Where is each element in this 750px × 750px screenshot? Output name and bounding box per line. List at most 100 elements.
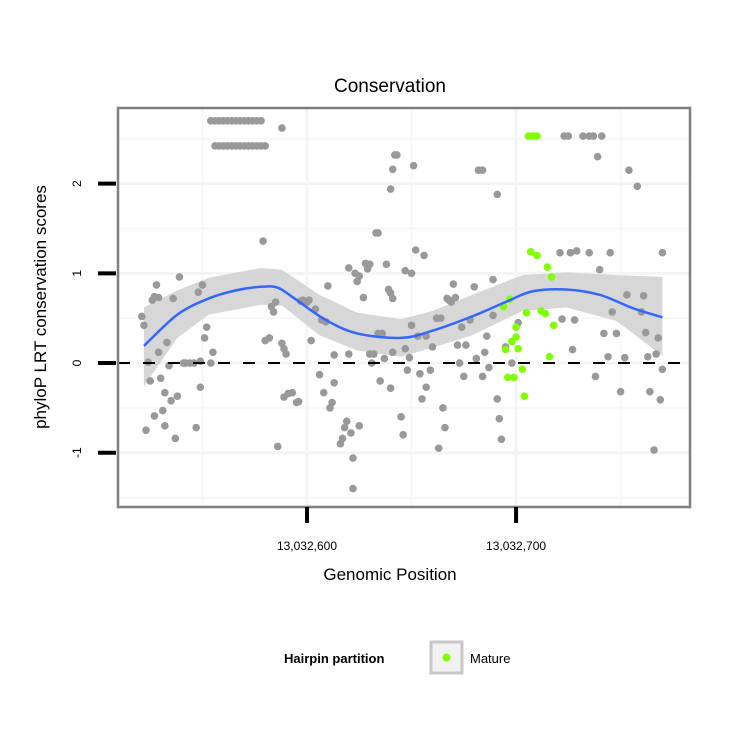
- data-point: [526, 247, 535, 256]
- data-point: [585, 248, 594, 257]
- data-point: [501, 345, 510, 354]
- axes: 13,032,600 13,032,700 -1 0 1 2: [70, 180, 546, 553]
- data-point: [428, 343, 437, 351]
- legend-title: Hairpin partition: [284, 651, 384, 666]
- data-point: [347, 429, 355, 437]
- data-point: [625, 166, 633, 174]
- data-point: [455, 359, 464, 367]
- data-point: [156, 374, 165, 383]
- data-point: [485, 363, 493, 372]
- data-point: [345, 264, 353, 272]
- data-point: [349, 454, 357, 462]
- y-tick-label: -1: [70, 447, 84, 458]
- data-point: [654, 334, 663, 342]
- data-point: [355, 422, 364, 430]
- x-tick-label: 13,032,600: [277, 539, 337, 553]
- data-point: [451, 293, 460, 302]
- data-point: [192, 423, 200, 432]
- data-point: [436, 314, 445, 322]
- data-point: [652, 350, 660, 358]
- data-point: [508, 337, 516, 346]
- data-point: [319, 388, 328, 397]
- y-tick-label: 2: [70, 180, 84, 187]
- data-point: [259, 237, 267, 245]
- legend: Hairpin partition Mature: [284, 640, 510, 675]
- data-point: [510, 373, 518, 382]
- data-point: [196, 383, 205, 392]
- data-point: [324, 282, 332, 290]
- data-point: [167, 396, 175, 405]
- data-point: [547, 273, 556, 281]
- data-point: [161, 422, 169, 430]
- data-point: [388, 294, 397, 303]
- smooth-trend-line: [143, 285, 663, 347]
- data-point: [434, 444, 443, 453]
- data-point: [441, 423, 449, 432]
- data-point: [418, 395, 426, 403]
- legend-label-mature: Mature: [470, 651, 510, 666]
- panel-border: [116, 106, 692, 509]
- data-point: [420, 251, 428, 260]
- data-point: [380, 354, 389, 363]
- data-point: [150, 412, 159, 420]
- data-point: [658, 248, 667, 257]
- data-point: [194, 288, 203, 296]
- data-point: [612, 329, 621, 338]
- data-point: [558, 315, 566, 323]
- data-point: [566, 248, 575, 257]
- data-point: [650, 446, 658, 454]
- data-point: [393, 151, 401, 159]
- data-point: [158, 406, 167, 415]
- data-point: [518, 365, 527, 374]
- data-point: [269, 308, 278, 316]
- data-point: [422, 383, 430, 392]
- data-point: [365, 260, 374, 269]
- data-point: [405, 353, 414, 362]
- data-point: [138, 312, 146, 321]
- confidence-band: [143, 267, 663, 387]
- data-point: [386, 185, 395, 193]
- data-point: [543, 263, 552, 271]
- data-point: [173, 392, 182, 401]
- data-point: [198, 281, 207, 289]
- data-point: [623, 291, 631, 299]
- data-point: [549, 321, 558, 330]
- data-point: [639, 291, 648, 300]
- y-tick-label: 0: [70, 359, 84, 366]
- data-point: [478, 166, 487, 174]
- data-point: [307, 336, 315, 345]
- y-tick-label: 1: [70, 270, 84, 277]
- data-point: [154, 293, 163, 302]
- data-point: [520, 392, 529, 401]
- data-point: [572, 247, 581, 255]
- data-point: [457, 323, 466, 331]
- data-point: [338, 434, 347, 443]
- data-point: [439, 404, 447, 412]
- data-point: [376, 377, 384, 385]
- series-other: [138, 117, 667, 493]
- data-point: [480, 348, 489, 357]
- data-point: [388, 348, 397, 357]
- data-point: [261, 142, 269, 150]
- data-point: [202, 323, 211, 331]
- data-point: [397, 413, 405, 421]
- data-point: [209, 348, 217, 357]
- data-point: [541, 309, 550, 318]
- data-point: [288, 388, 297, 397]
- data-point: [409, 161, 418, 170]
- data-point: [514, 344, 522, 353]
- data-point: [497, 435, 506, 444]
- data-point: [273, 442, 282, 451]
- data-point: [330, 351, 338, 359]
- x-axis-label: Genomic Position: [323, 565, 456, 584]
- data-point: [282, 350, 290, 358]
- data-point: [328, 398, 336, 407]
- data-point: [407, 269, 416, 278]
- data-point: [472, 354, 481, 363]
- data-point: [305, 296, 313, 305]
- data-point: [600, 329, 608, 338]
- data-point: [207, 359, 215, 367]
- data-point: [522, 308, 531, 317]
- data-point: [641, 328, 650, 337]
